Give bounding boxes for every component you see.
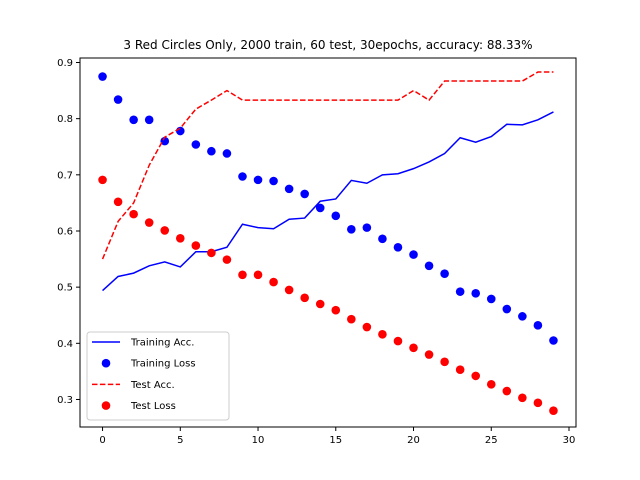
test-loss-point <box>253 270 263 280</box>
x-tick-label: 25 <box>485 435 498 446</box>
x-axis: 0 5 10 15 20 25 30 <box>99 427 575 446</box>
test-loss-point <box>222 255 232 264</box>
test-loss-point <box>191 241 201 250</box>
test-loss-point <box>300 293 309 303</box>
legend-label-test-acc: Test Acc. <box>130 380 175 391</box>
test-loss-point <box>175 233 185 243</box>
y-tick-label: 0.3 <box>57 395 73 406</box>
test-loss-point <box>378 330 387 339</box>
training-loss-point <box>253 175 263 185</box>
legend-frame <box>86 331 230 421</box>
y-tick-label: 0.9 <box>57 58 73 69</box>
x-tick-label: 5 <box>177 435 183 446</box>
legend-label-training-acc: Training Acc. <box>130 338 194 349</box>
test-loss-point <box>144 218 154 227</box>
training-loss-point <box>160 136 170 146</box>
training-loss-point <box>440 269 449 278</box>
training-loss-point <box>269 176 278 186</box>
test-loss-point <box>533 398 543 408</box>
training-loss-point <box>222 149 232 158</box>
training-loss-point <box>347 225 356 234</box>
training-loss-point <box>409 250 418 259</box>
x-tick-label: 0 <box>99 435 105 446</box>
test-loss-point <box>362 322 372 332</box>
legend-label-test-loss: Test Loss <box>130 401 176 412</box>
y-tick-label: 0.4 <box>57 339 73 350</box>
test-loss-point <box>113 197 123 207</box>
training-loss-point <box>533 321 543 330</box>
x-tick-label: 15 <box>329 435 342 446</box>
training-loss-point <box>331 211 341 221</box>
test-loss-point <box>486 380 496 389</box>
training-loss-point <box>129 115 138 125</box>
test-loss-point <box>549 406 558 416</box>
chart-title: 3 Red Circles Only, 2000 train, 60 test,… <box>123 38 532 52</box>
training-loss-point <box>98 72 107 81</box>
training-loss-point <box>424 261 434 271</box>
test-loss-point <box>315 299 325 309</box>
test-loss-point <box>455 365 465 375</box>
training-loss-point <box>175 126 185 136</box>
x-tick-label: 10 <box>252 435 265 446</box>
test-loss-point <box>502 386 512 396</box>
training-loss-point <box>471 289 481 298</box>
training-loss-point <box>284 184 294 194</box>
test-loss-point <box>440 357 449 367</box>
y-tick-label: 0.8 <box>57 114 73 125</box>
training-loss-point <box>455 287 465 296</box>
y-tick-label: 0.7 <box>57 170 73 181</box>
training-loss-point <box>238 172 247 181</box>
training-loss-point <box>113 95 123 104</box>
series-group <box>98 71 558 416</box>
training-loss-point <box>378 234 387 244</box>
y-tick-label: 0.5 <box>57 283 73 294</box>
training-loss-point <box>144 115 154 125</box>
legend: Training Acc. Training Loss Test Acc. Test … <box>86 331 230 421</box>
training-loss-point <box>549 336 558 345</box>
test-loss-point <box>393 336 403 346</box>
test-loss-point <box>207 248 216 258</box>
y-axis: 0.3 0.4 0.5 0.6 0.7 0.8 0.9 <box>57 58 80 406</box>
test-loss-point <box>129 209 138 219</box>
test-loss-point <box>160 226 170 235</box>
legend-swatch-test-loss <box>101 401 111 410</box>
legend-label-training-loss: Training Loss <box>130 359 196 370</box>
training-loss-point <box>300 189 309 199</box>
test-loss-point <box>331 305 341 315</box>
training-loss-point <box>362 223 372 232</box>
test-acc-line <box>101 71 554 260</box>
test-loss-point <box>269 277 278 287</box>
training-loss-point <box>315 203 325 213</box>
test-loss-point <box>347 314 356 324</box>
test-loss-point <box>98 175 107 185</box>
test-loss-point <box>471 371 481 381</box>
legend-swatch-training-loss <box>101 358 111 368</box>
y-tick-label: 0.6 <box>57 226 73 237</box>
training-loss-point <box>191 140 201 149</box>
test-loss-point <box>238 270 247 280</box>
test-loss-point <box>424 350 434 359</box>
training-loss-point <box>207 146 216 156</box>
x-tick-label: 30 <box>563 435 576 446</box>
training-loss-point <box>518 312 527 321</box>
test-loss-point <box>409 343 418 353</box>
test-loss-point <box>518 393 527 403</box>
training-loss-point <box>393 242 403 252</box>
training-acc-line <box>102 111 554 292</box>
training-loss-point <box>486 294 496 304</box>
x-tick-label: 20 <box>407 435 420 446</box>
training-loss-point <box>502 304 512 314</box>
test-loss-point <box>284 285 294 295</box>
